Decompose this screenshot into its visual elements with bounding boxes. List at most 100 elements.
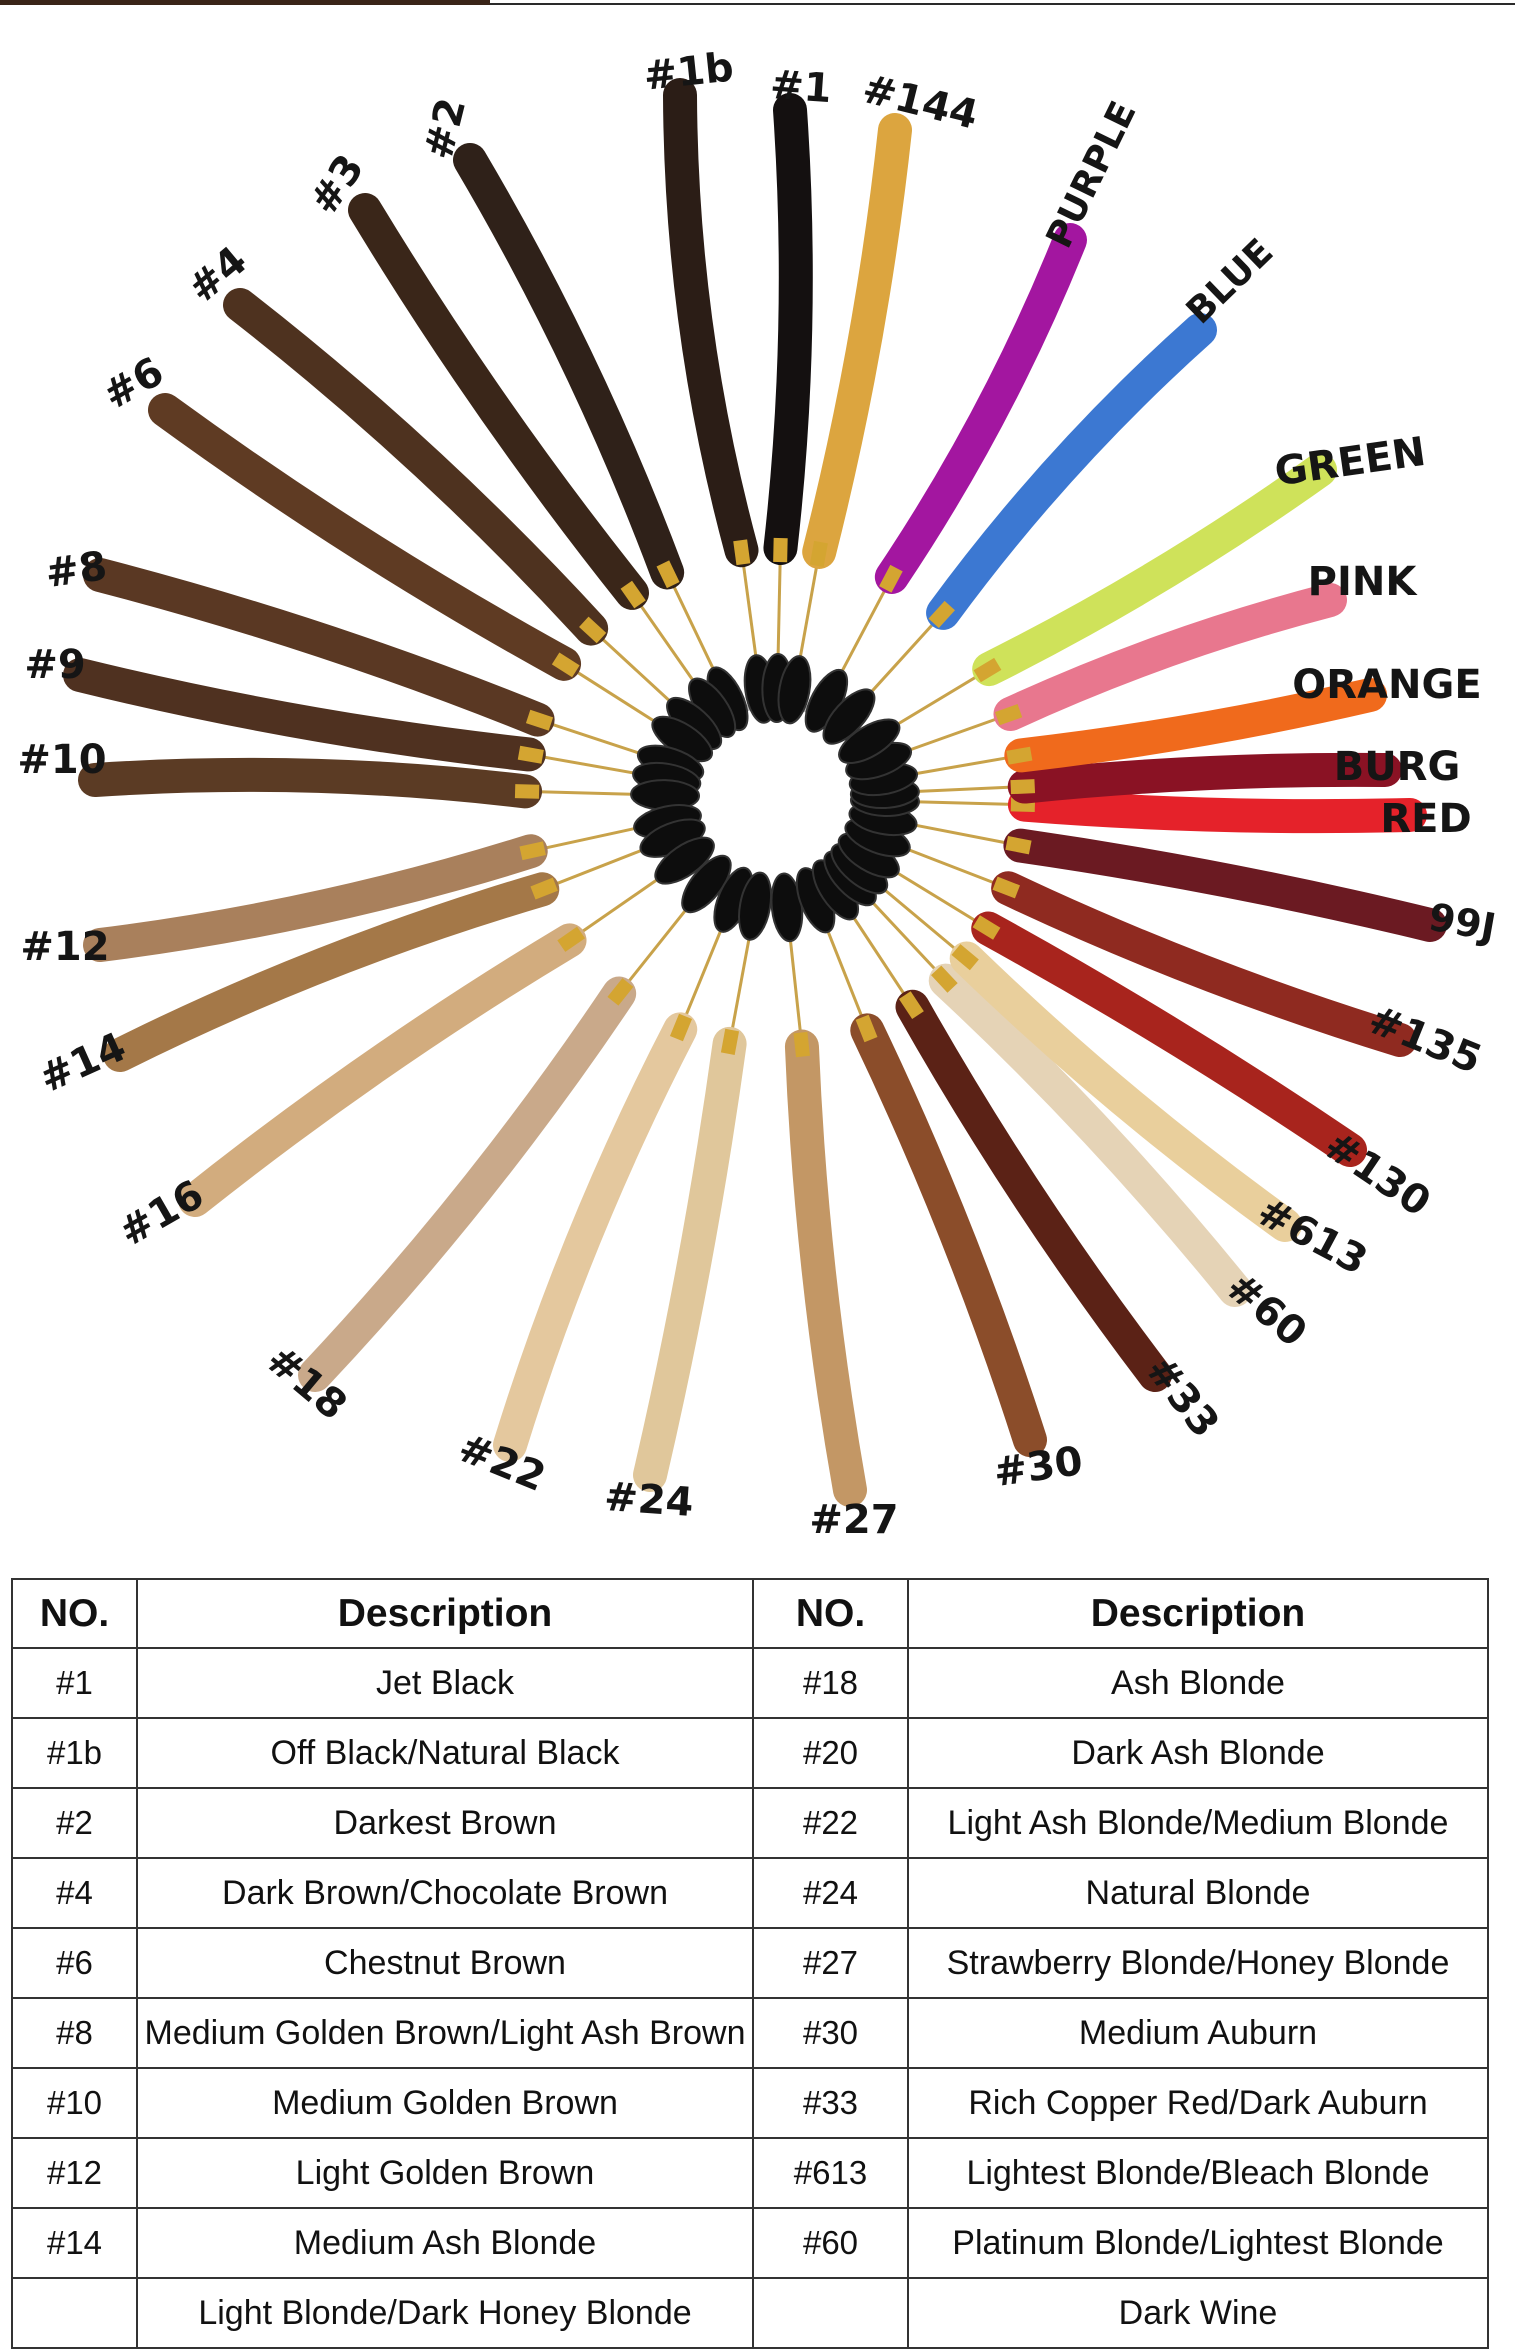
gold-ferrule bbox=[517, 745, 544, 764]
swatch-wire bbox=[776, 548, 782, 664]
label-1: #1 bbox=[769, 62, 833, 112]
right-no: #613 bbox=[752, 2137, 909, 2209]
label-red: RED bbox=[1380, 796, 1471, 842]
gold-ferrule bbox=[973, 657, 1002, 683]
left-description: Darkest Brown bbox=[136, 1787, 754, 1859]
hair-strand-n144 bbox=[802, 113, 912, 569]
left-description: Medium Golden Brown/Light Ash Brown bbox=[136, 1997, 754, 2069]
swatch-wire bbox=[866, 895, 947, 982]
swatch-wire bbox=[590, 627, 677, 708]
label-purple: PURPLE bbox=[1039, 95, 1145, 254]
gold-ferrule bbox=[620, 580, 646, 609]
header-description-right: Description bbox=[907, 1578, 1489, 1649]
label-130: #130 bbox=[1316, 1122, 1439, 1226]
gold-ferrule bbox=[972, 915, 1001, 940]
table-header-row: NO. Description NO. Description bbox=[11, 1578, 1489, 1649]
table-row: #4 Dark Brown/Chocolate Brown #24 Natura… bbox=[11, 1857, 1489, 1929]
gold-ferrule bbox=[530, 877, 558, 900]
hair-strand-blue bbox=[926, 313, 1217, 630]
swatch-wire bbox=[530, 825, 644, 853]
gold-ferrule bbox=[951, 944, 979, 971]
hair-strand-n3 bbox=[348, 193, 650, 610]
gold-ferrule bbox=[607, 978, 634, 1006]
gold-ferrule bbox=[1006, 746, 1033, 765]
swatch-wire bbox=[889, 867, 990, 930]
swatch-wire bbox=[665, 571, 719, 677]
left-no: #8 bbox=[11, 1997, 138, 2069]
hair-strand-red bbox=[1007, 787, 1427, 834]
gold-ferrule bbox=[514, 784, 540, 799]
label-613: #613 bbox=[1250, 1189, 1375, 1285]
gold-ferrule bbox=[525, 709, 554, 731]
label-14: #14 bbox=[33, 1024, 133, 1102]
left-description: Chestnut Brown bbox=[136, 1927, 754, 1999]
label-135: #135 bbox=[1362, 997, 1488, 1083]
gold-ferrule bbox=[809, 540, 828, 567]
table-row: #10 Medium Golden Brown #33 Rich Copper … bbox=[11, 2067, 1489, 2139]
label-orange: ORANGE bbox=[1292, 662, 1481, 708]
table-row: #14 Medium Ash Blonde #60 Platinum Blond… bbox=[11, 2207, 1489, 2279]
label-burg: BURG bbox=[1334, 744, 1461, 790]
right-no: #27 bbox=[752, 1927, 909, 1999]
hair-strand-burg bbox=[1007, 752, 1402, 804]
right-description: Natural Blonde bbox=[907, 1857, 1489, 1929]
gold-ferrule bbox=[994, 704, 1023, 726]
swatch-wire bbox=[563, 662, 662, 727]
hair-strand-n27 bbox=[784, 1029, 867, 1507]
swatch-wire bbox=[788, 932, 804, 1047]
gold-ferrule bbox=[879, 564, 903, 593]
gold-ferrule bbox=[1010, 779, 1036, 795]
right-description: Dark Wine bbox=[907, 2277, 1489, 2349]
hair-strand-n135 bbox=[991, 871, 1417, 1057]
swatch-wire bbox=[541, 845, 650, 891]
left-description: Light Golden Brown bbox=[136, 2137, 754, 2209]
header-no-right: NO. bbox=[752, 1578, 909, 1649]
right-description: Rich Copper Red/Dark Auburn bbox=[907, 2067, 1489, 2139]
table-row: #8 Medium Golden Brown/Light Ash Brown #… bbox=[11, 1997, 1489, 2069]
table-row: #2 Darkest Brown #22 Light Ash Blonde/Me… bbox=[11, 1787, 1489, 1859]
label-9: #9 bbox=[24, 642, 85, 688]
label-27: #27 bbox=[809, 1497, 898, 1543]
table-row: Light Blonde/Dark Honey Blonde Dark Wine bbox=[11, 2277, 1489, 2349]
hair-color-ring-photo: #1b #1 #144 PURPLE BLUE #2 #3 #4 #6 #8 #… bbox=[17, 44, 1499, 1543]
label-12: #12 bbox=[20, 924, 109, 970]
hair-strand-n18 bbox=[298, 976, 637, 1392]
right-description: Ash Blonde bbox=[907, 1647, 1489, 1719]
label-30: #30 bbox=[991, 1438, 1086, 1496]
hair-strand-n6 bbox=[148, 393, 582, 681]
hair-strand-n1 bbox=[763, 93, 813, 566]
left-description: Light Blonde/Dark Honey Blonde bbox=[136, 2277, 754, 2349]
right-no: #22 bbox=[752, 1787, 909, 1859]
hair-strand-green bbox=[972, 453, 1337, 687]
swatch-labels: #1b #1 #144 PURPLE BLUE #2 #3 #4 #6 #8 #… bbox=[17, 44, 1499, 1543]
hair-strand-n60 bbox=[928, 963, 1252, 1307]
hair-strand-n2 bbox=[453, 143, 685, 590]
gold-ferrule bbox=[733, 539, 751, 566]
hair-strand-n9 bbox=[63, 658, 546, 772]
swatch-wire bbox=[836, 576, 894, 680]
right-no: #33 bbox=[752, 2067, 909, 2139]
left-no: #1 bbox=[11, 1647, 138, 1719]
table-row: #1b Off Black/Natural Black #20 Dark Ash… bbox=[11, 1717, 1489, 1789]
right-description: Dark Ash Blonde bbox=[907, 1717, 1489, 1789]
hair-strand-pink bbox=[993, 583, 1347, 731]
label-99j: 99J bbox=[1425, 895, 1499, 950]
swatch-tag bbox=[738, 871, 773, 941]
gold-ferrule bbox=[720, 1028, 740, 1055]
hair-strand-n12 bbox=[83, 834, 548, 962]
hair-strand-n99j bbox=[1003, 828, 1447, 942]
swatch-wire bbox=[568, 873, 665, 942]
left-no: #2 bbox=[11, 1787, 138, 1859]
hair-strand-n130 bbox=[971, 911, 1367, 1167]
gold-ferrule bbox=[992, 876, 1020, 899]
swatch-wire bbox=[901, 712, 1011, 755]
right-description: Light Ash Blonde/Medium Blonde bbox=[907, 1787, 1489, 1859]
right-no: #18 bbox=[752, 1647, 909, 1719]
left-description: Dark Brown/Chocolate Brown bbox=[136, 1857, 754, 1929]
hair-strand-purple bbox=[874, 223, 1087, 594]
left-description: Off Black/Natural Black bbox=[136, 1717, 754, 1789]
header-description-left: Description bbox=[136, 1578, 754, 1649]
hair-strand-orange bbox=[1004, 678, 1387, 773]
swatch-wire bbox=[907, 753, 1022, 777]
gold-ferrule bbox=[928, 600, 955, 628]
